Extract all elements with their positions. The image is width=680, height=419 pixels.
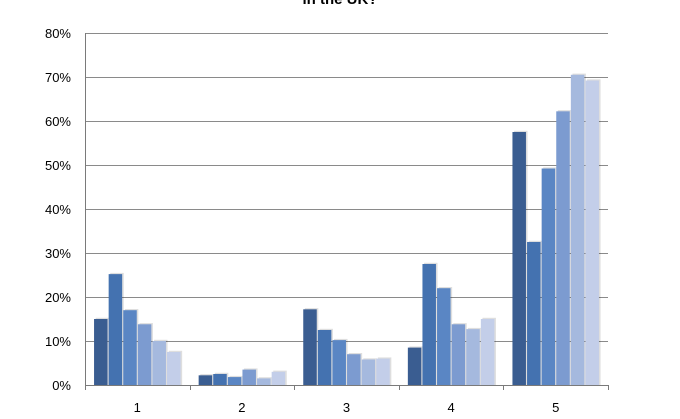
- bar: [303, 309, 317, 385]
- bar: [167, 352, 181, 385]
- bar: [152, 341, 166, 385]
- y-tick-label: 50%: [45, 158, 71, 173]
- bar: [527, 242, 541, 385]
- bar: [407, 347, 422, 385]
- bar: [242, 369, 256, 385]
- bar: [451, 324, 466, 385]
- bar: [422, 264, 436, 385]
- bar: [213, 374, 227, 385]
- bar: [437, 288, 451, 385]
- y-tick-label: 20%: [45, 290, 71, 305]
- bar: [541, 168, 556, 385]
- bar: [227, 377, 242, 385]
- bar: [585, 80, 599, 386]
- bar: [570, 74, 585, 386]
- chart-title: in the UK?: [0, 0, 680, 8]
- bar: [94, 319, 108, 385]
- bar: [480, 319, 495, 385]
- x-axis-tick-labels: 1 2 3 4 5: [134, 400, 560, 415]
- bar: [137, 324, 152, 385]
- bar: [198, 375, 213, 385]
- bar: [317, 330, 332, 385]
- y-tick-label: 70%: [45, 70, 71, 85]
- axes: [85, 33, 609, 390]
- x-tick-label: 5: [552, 400, 559, 415]
- bar: [556, 111, 570, 385]
- y-tick-label: 40%: [45, 202, 71, 217]
- y-tick-label: 10%: [45, 334, 71, 349]
- y-tick-label: 0%: [52, 378, 71, 393]
- x-tick-label: 4: [447, 400, 454, 415]
- y-tick-label: 30%: [45, 246, 71, 261]
- y-tick-label: 60%: [45, 114, 71, 129]
- bar: [361, 359, 376, 385]
- bars: [94, 73, 601, 386]
- bar: [123, 310, 137, 385]
- bar: [332, 340, 346, 385]
- bar: [108, 274, 123, 385]
- bar: [512, 132, 526, 385]
- bar: [257, 378, 271, 385]
- bar: [376, 358, 390, 385]
- bar: [271, 371, 286, 385]
- y-axis-tick-labels: 0% 10% 20% 30% 40% 50% 60% 70% 80%: [45, 26, 71, 393]
- bar: [347, 354, 361, 385]
- x-tick-label: 3: [343, 400, 350, 415]
- bar: [466, 329, 480, 385]
- y-tick-label: 80%: [45, 26, 71, 41]
- x-tick-label: 1: [134, 400, 141, 415]
- x-tick-label: 2: [238, 400, 245, 415]
